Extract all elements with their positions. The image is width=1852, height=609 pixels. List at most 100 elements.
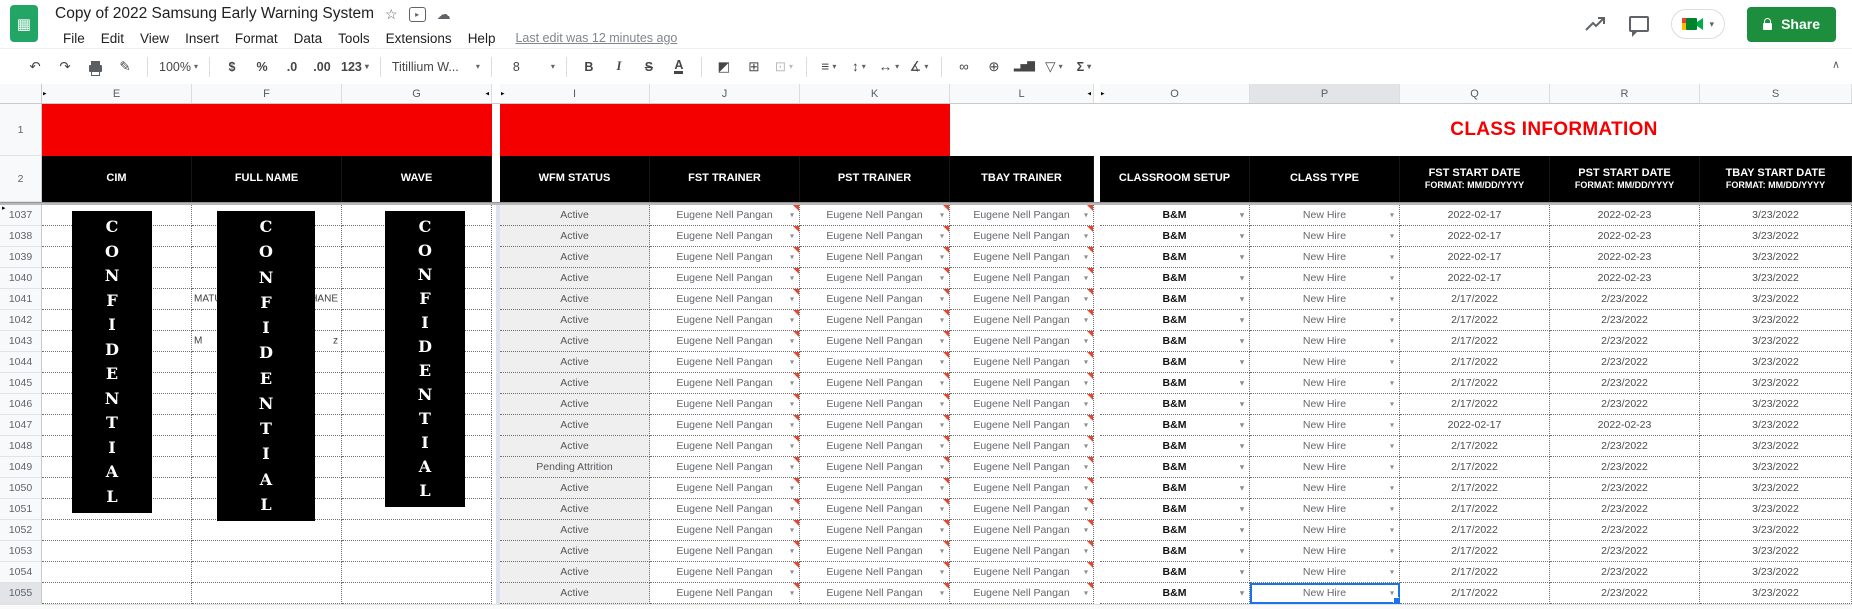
cell-trainer[interactable]: Eugene Nell Pangan ▾ — [800, 583, 950, 604]
cell-trainer[interactable]: Eugene Nell Pangan ▾ — [950, 205, 1094, 226]
cell-tbay-date[interactable]: 3/23/2022 — [1700, 478, 1852, 499]
cell-class-type[interactable]: New Hire ▾ — [1250, 394, 1400, 415]
cell-fst-date[interactable]: 2/17/2022 — [1400, 394, 1550, 415]
cell-trainer[interactable]: Eugene Nell Pangan ▾ — [950, 499, 1094, 520]
row-header[interactable]: 1053 — [0, 541, 42, 562]
cell-pst-date[interactable]: 2/23/2022 — [1550, 499, 1700, 520]
dropdown-caret-icon[interactable]: ▾ — [789, 378, 794, 388]
cell-wfm-status[interactable]: Active — [500, 226, 650, 247]
menu-help[interactable]: Help — [467, 30, 496, 46]
dropdown-caret-icon[interactable]: ▾ — [1239, 546, 1244, 556]
row-header[interactable]: 1041 — [0, 289, 42, 310]
cell-trainer[interactable]: Eugene Nell Pangan ▾ — [800, 268, 950, 289]
dropdown-caret-icon[interactable]: ▾ — [1083, 441, 1088, 451]
insert-chart-button[interactable]: ▂▅▇ — [1009, 55, 1039, 79]
dropdown-caret-icon[interactable]: ▾ — [939, 273, 944, 283]
cell-trainer[interactable]: Eugene Nell Pangan ▾ — [800, 562, 950, 583]
row-header[interactable]: 1047 — [0, 415, 42, 436]
dropdown-caret-icon[interactable]: ▾ — [939, 483, 944, 493]
cell-class-type[interactable]: New Hire ▾ — [1250, 457, 1400, 478]
column-header-O[interactable]: ▸ O — [1100, 84, 1250, 103]
dropdown-caret-icon[interactable]: ▾ — [789, 294, 794, 304]
menu-edit[interactable]: Edit — [100, 30, 125, 46]
cell-class-type[interactable]: New Hire ▾ — [1250, 541, 1400, 562]
font-size-select[interactable]: 8 ▾ — [499, 55, 559, 79]
column-header-P[interactable]: P — [1250, 84, 1400, 103]
menu-tools[interactable]: Tools — [338, 30, 370, 46]
dropdown-caret-icon[interactable]: ▾ — [789, 252, 794, 262]
dropdown-caret-icon[interactable]: ▾ — [1083, 378, 1088, 388]
bold-button[interactable]: B — [584, 59, 594, 74]
cell-wfm-status[interactable]: Active — [500, 373, 650, 394]
cell-trainer[interactable]: Eugene Nell Pangan ▾ — [650, 289, 800, 310]
cell-class-type[interactable]: New Hire ▾ — [1250, 499, 1400, 520]
dropdown-caret-icon[interactable]: ▾ — [939, 336, 944, 346]
row-header[interactable]: 1052 — [0, 520, 42, 541]
cell-wfm-status[interactable]: Active — [500, 583, 650, 604]
dropdown-caret-icon[interactable]: ▾ — [939, 294, 944, 304]
dropdown-caret-icon[interactable]: ▾ — [939, 399, 944, 409]
dropdown-caret-icon[interactable]: ▾ — [1389, 567, 1394, 577]
dropdown-caret-icon[interactable]: ▾ — [939, 231, 944, 241]
cell-wfm-status[interactable]: Active — [500, 352, 650, 373]
dropdown-caret-icon[interactable]: ▾ — [939, 546, 944, 556]
merge-cells-button[interactable]: ⊡ ▾ — [769, 55, 799, 79]
text-rotation-button[interactable]: ∡ ▾ — [904, 55, 934, 79]
column-header-S[interactable]: S — [1700, 84, 1852, 103]
dropdown-caret-icon[interactable]: ▾ — [939, 441, 944, 451]
meet-button[interactable]: ▾ — [1670, 9, 1726, 39]
cell-wfm-status[interactable]: Active — [500, 310, 650, 331]
dropdown-caret-icon[interactable]: ▾ — [1239, 588, 1244, 598]
dropdown-caret-icon[interactable]: ▾ — [1389, 231, 1394, 241]
page-title[interactable]: Copy of 2022 Samsung Early Warning Syste… — [55, 5, 375, 22]
menu-extensions[interactable]: Extensions — [385, 30, 452, 46]
cell-G[interactable] — [342, 583, 492, 604]
cell-fst-date[interactable]: 2/17/2022 — [1400, 352, 1550, 373]
cell-trainer[interactable]: Eugene Nell Pangan ▾ — [650, 352, 800, 373]
dropdown-caret-icon[interactable]: ▾ — [1389, 483, 1394, 493]
dropdown-caret-icon[interactable]: ▾ — [789, 210, 794, 220]
column-header-R[interactable]: R — [1550, 84, 1700, 103]
cell-classroom-setup[interactable]: B&M ▾ — [1100, 331, 1250, 352]
dropdown-caret-icon[interactable]: ▾ — [1083, 357, 1088, 367]
cell-trainer[interactable]: Eugene Nell Pangan ▾ — [650, 247, 800, 268]
cell-fst-date[interactable]: 2/17/2022 — [1400, 562, 1550, 583]
cell-trainer[interactable]: Eugene Nell Pangan ▾ — [950, 583, 1094, 604]
header-cell-F[interactable]: FULL NAME — [192, 156, 342, 202]
row-header[interactable]: 1043 — [0, 331, 42, 352]
cell-wfm-status[interactable]: Active — [500, 541, 650, 562]
dropdown-caret-icon[interactable]: ▾ — [1083, 315, 1088, 325]
cell-tbay-date[interactable]: 3/23/2022 — [1700, 289, 1852, 310]
cell-tbay-date[interactable]: 3/23/2022 — [1700, 394, 1852, 415]
cell-F[interactable] — [192, 562, 342, 583]
cell-trainer[interactable]: Eugene Nell Pangan ▾ — [800, 352, 950, 373]
cell-tbay-date[interactable]: 3/23/2022 — [1700, 562, 1852, 583]
cell-fst-date[interactable]: 2/17/2022 — [1400, 331, 1550, 352]
cell-pst-date[interactable]: 2/23/2022 — [1550, 478, 1700, 499]
cell-tbay-date[interactable]: 3/23/2022 — [1700, 226, 1852, 247]
column-header-Q[interactable]: Q — [1400, 84, 1550, 103]
cell-classroom-setup[interactable]: B&M ▾ — [1100, 226, 1250, 247]
paint-format-button[interactable]: ✎ — [110, 55, 140, 79]
cell-trainer[interactable]: Eugene Nell Pangan ▾ — [950, 457, 1094, 478]
cell-trainer[interactable]: Eugene Nell Pangan ▾ — [650, 205, 800, 226]
cell-trainer[interactable]: Eugene Nell Pangan ▾ — [800, 415, 950, 436]
dropdown-caret-icon[interactable]: ▾ — [1239, 252, 1244, 262]
dropdown-caret-icon[interactable]: ▾ — [1083, 420, 1088, 430]
header-cell-L[interactable]: TBAY TRAINER — [950, 156, 1094, 202]
hide-toolbar-icon[interactable]: ∧ — [1831, 59, 1840, 71]
row-header[interactable]: 1050 — [0, 478, 42, 499]
cell-trainer[interactable]: Eugene Nell Pangan ▾ — [800, 205, 950, 226]
header-cell-I[interactable]: WFM STATUS — [500, 156, 650, 202]
cell-fst-date[interactable]: 2/17/2022 — [1400, 478, 1550, 499]
cell-class-type[interactable]: New Hire ▾ — [1250, 436, 1400, 457]
cell-classroom-setup[interactable]: B&M ▾ — [1100, 520, 1250, 541]
cell-fst-date[interactable]: 2022-02-17 — [1400, 247, 1550, 268]
cell-trainer[interactable]: Eugene Nell Pangan ▾ — [650, 331, 800, 352]
cell-class-type[interactable]: New Hire ▾ — [1250, 310, 1400, 331]
strikethrough-button[interactable]: S — [644, 59, 654, 74]
cell-tbay-date[interactable]: 3/23/2022 — [1700, 583, 1852, 604]
hidden-rows-marker-icon[interactable]: ▸ — [2, 205, 6, 212]
menu-file[interactable]: File — [63, 30, 85, 46]
cell-trainer[interactable]: Eugene Nell Pangan ▾ — [800, 520, 950, 541]
